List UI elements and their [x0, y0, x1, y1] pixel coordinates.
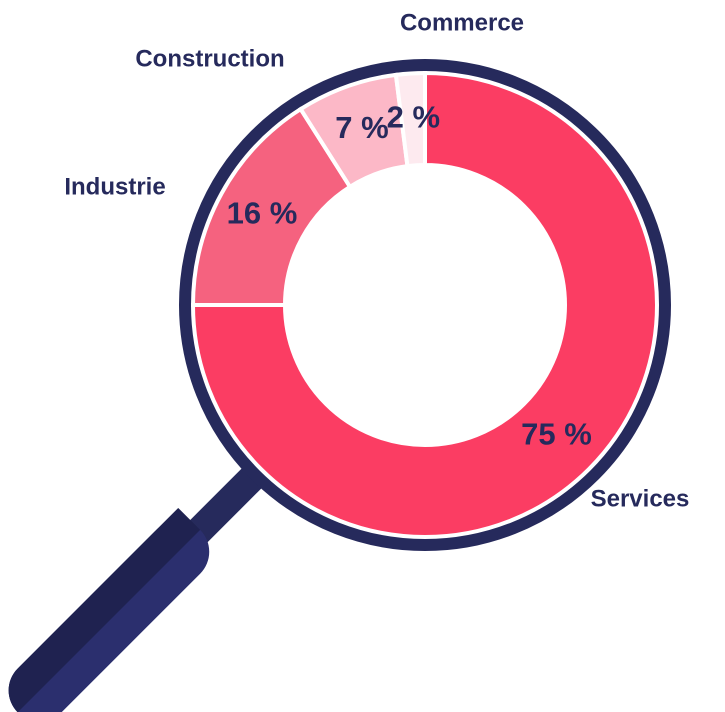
- category-label: Construction: [135, 45, 284, 72]
- donut: [190, 70, 659, 539]
- value-label: 16 %: [227, 196, 298, 231]
- slice: [190, 70, 659, 539]
- handle-shade: [8, 507, 201, 712]
- value-label: 7 %: [335, 110, 388, 145]
- category-label: Industrie: [64, 173, 165, 200]
- slice: [393, 70, 427, 169]
- handle-neck: [178, 461, 269, 552]
- category-label: Commerce: [400, 9, 524, 36]
- value-label: 2 %: [387, 100, 440, 135]
- value-label: 75 %: [521, 417, 592, 452]
- category-label: Services: [591, 485, 690, 512]
- magnifier-handle: [8, 461, 269, 712]
